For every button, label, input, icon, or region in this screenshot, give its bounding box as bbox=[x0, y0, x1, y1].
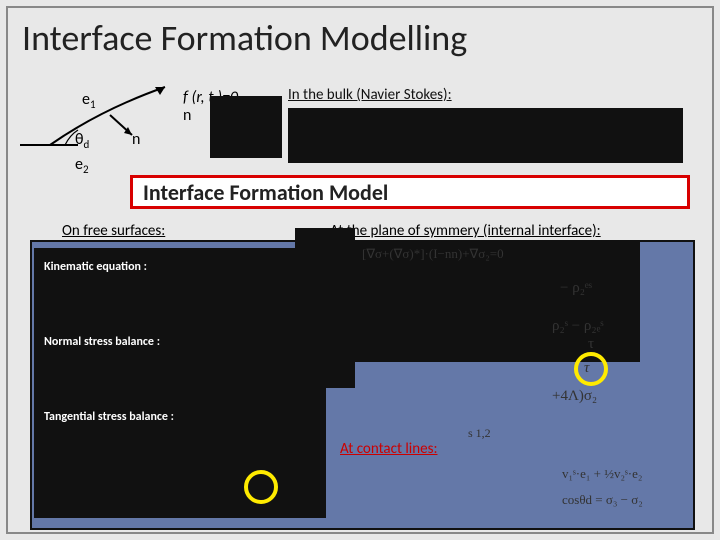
left-equations-block bbox=[34, 248, 326, 518]
navier-stokes-placeholder bbox=[288, 108, 683, 163]
n-top-label: n bbox=[183, 106, 191, 125]
e1-label: e1 bbox=[82, 90, 96, 111]
e2-label: e2 bbox=[75, 155, 89, 176]
black-overlay-mid bbox=[295, 228, 355, 388]
theta-d-label: θd bbox=[75, 130, 89, 151]
symmetry-label: At the plane of symmery (internal interf… bbox=[330, 222, 601, 240]
eq-frag-3: ρ₂ˢ − ρ₂ₑˢ bbox=[552, 318, 604, 335]
highlight-circle-2 bbox=[244, 470, 278, 504]
normal-stress-label: Normal stress balance : bbox=[44, 335, 160, 349]
black-overlay-top bbox=[210, 96, 282, 158]
eq-frag-2: − ρ₂ᵉˢ bbox=[560, 280, 592, 297]
eq-frag-9: cosθd = σ₃ − σ₂ bbox=[562, 492, 643, 508]
eq-frag-1: [∇σ+(∇σ)*]·(I−nn)+∇σ₂=0 bbox=[362, 246, 504, 262]
bulk-label: In the bulk (Navier Stokes): bbox=[288, 86, 452, 104]
highlight-circle-1 bbox=[574, 352, 608, 386]
kinematic-eq-label: Kinematic equation : bbox=[44, 260, 147, 274]
ifm-banner: Interface Formation Model bbox=[130, 175, 690, 209]
tangential-stress-label: Tangential stress balance : bbox=[44, 410, 174, 424]
eq-frag-6: +4Λ)σ₂ bbox=[552, 388, 597, 405]
n-label: n bbox=[132, 130, 140, 149]
contact-angle-diagram: e1 θd e2 n bbox=[20, 75, 170, 185]
eq-frag-4: τ bbox=[588, 336, 594, 353]
free-surfaces-label: On free surfaces: bbox=[62, 222, 165, 240]
eq-frag-8: v₁ˢ·e₁ + ½v₂ˢ·e₂ bbox=[562, 466, 642, 482]
page-title: Interface Formation Modelling bbox=[22, 16, 467, 60]
contact-lines-label: At contact lines: bbox=[340, 440, 437, 458]
eq-frag-7: s 1,2 bbox=[468, 426, 491, 441]
